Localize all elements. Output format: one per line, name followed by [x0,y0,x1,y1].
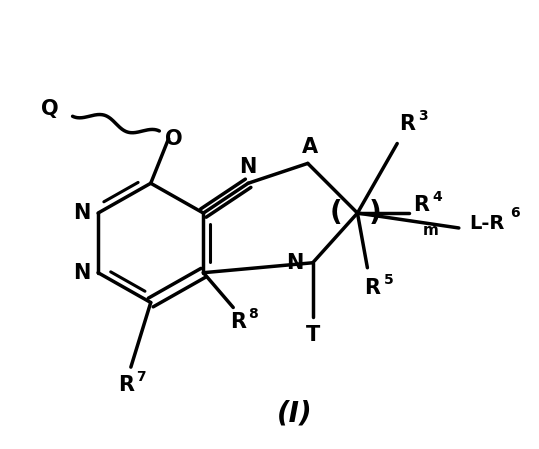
Text: m: m [423,224,439,238]
Text: A: A [302,137,318,158]
Text: R: R [399,114,415,134]
Text: 5: 5 [383,273,393,286]
Text: Q: Q [40,99,58,119]
Text: N: N [239,157,257,177]
Text: 4: 4 [432,190,442,204]
Text: (: ( [329,199,342,227]
Text: N: N [286,253,303,273]
Text: R: R [413,195,429,215]
Text: O: O [165,128,182,149]
Text: 3: 3 [418,109,428,123]
Text: R: R [364,277,381,298]
Text: ): ) [369,199,382,227]
Text: (I): (I) [277,400,313,428]
Text: R: R [118,375,134,395]
Text: 6: 6 [510,206,519,220]
Text: R: R [230,313,246,332]
Text: N: N [73,263,91,283]
Text: 8: 8 [248,308,258,321]
Text: L-R: L-R [469,214,505,233]
Text: T: T [306,326,320,345]
Text: N: N [73,203,91,223]
Text: 7: 7 [136,370,146,384]
